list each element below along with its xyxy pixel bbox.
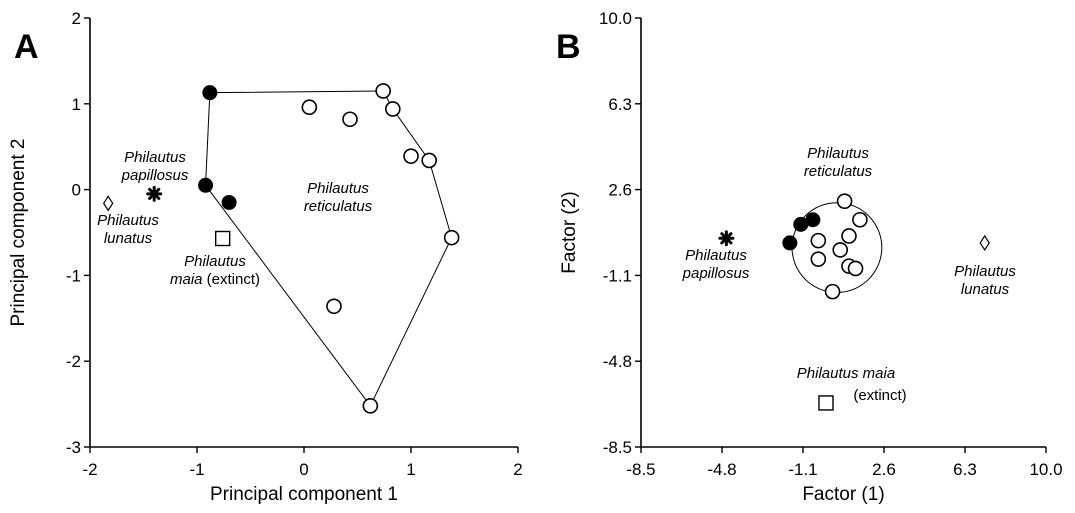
y-tick-label: -3 (66, 438, 81, 457)
panel-letter: B (556, 28, 581, 66)
species-label: papillosus (682, 265, 750, 282)
point-filled-circle (221, 194, 237, 210)
x-tick-label: 0 (299, 460, 308, 479)
asterisk-stroke (148, 187, 161, 200)
y-tick-label: -8.5 (603, 438, 632, 457)
point-open-circle (852, 211, 868, 228)
point-open-circle (841, 228, 857, 244)
x-tick-label: 6.3 (953, 460, 977, 479)
point-open-circle (836, 193, 853, 209)
point-filled-circle (782, 235, 798, 251)
point-open-circle (385, 101, 401, 117)
point-open-circle (832, 242, 849, 258)
x-tick-label: -8.5 (626, 460, 655, 479)
point-asterisk (718, 230, 735, 247)
species-label: Philautus (307, 180, 369, 197)
species-label-note: (extinct) (853, 387, 906, 404)
point-open-circle (301, 99, 318, 116)
panel-letter: A (14, 28, 39, 66)
species-label: Philautus (97, 212, 159, 229)
x-tick-label: 2 (513, 460, 522, 479)
point-open-diamond (102, 195, 114, 212)
y-tick-label: -2 (66, 352, 81, 371)
reticulatus-hull (205, 90, 453, 407)
point-open-circle (362, 398, 379, 414)
species-label: maia (extinct) (170, 271, 260, 288)
y-tick-label: 10.0 (599, 9, 632, 28)
point-open-circle (375, 83, 391, 99)
species-label: Philautus (124, 149, 186, 166)
x-tick-label: -2 (82, 460, 97, 479)
species-label: Philautus (184, 253, 246, 270)
point-filled-circle (202, 85, 218, 101)
species-label: lunatus (104, 230, 153, 247)
y-axis-label: Factor (2) (559, 191, 580, 273)
x-tick-label: 10.0 (1029, 460, 1062, 479)
species-label: Philautus (954, 263, 1016, 280)
x-tick-label: 2.6 (872, 460, 896, 479)
point-filled-circle (805, 212, 821, 228)
y-tick-label: 6.3 (608, 95, 632, 114)
x-tick-label: -1 (189, 460, 204, 479)
point-open-circle (824, 283, 841, 300)
y-tick-label: -4.8 (603, 352, 632, 371)
species-label: papillosus (121, 167, 189, 184)
point-open-square (214, 230, 231, 247)
y-tick-label: 2 (72, 9, 81, 28)
species-label: reticulatus (804, 163, 873, 180)
point-asterisk (146, 185, 163, 202)
x-axis-label: Principal component 1 (210, 484, 398, 505)
point-open-circle (810, 232, 827, 249)
species-label: Philautus (685, 247, 747, 264)
y-tick-label: -1 (66, 266, 81, 285)
x-tick-label: -1.1 (788, 460, 817, 479)
x-axis-label: Factor (1) (802, 484, 884, 505)
y-tick-label: 0 (72, 181, 81, 200)
point-open-circle (847, 260, 864, 277)
y-tick-label: -1.1 (603, 266, 632, 285)
species-label: Philautus maia (797, 365, 895, 382)
x-tick-label: 1 (406, 460, 415, 479)
y-tick-label: 2.6 (608, 181, 632, 200)
point-open-circle (810, 251, 827, 267)
point-open-circle (403, 148, 419, 164)
y-tick-label: 1 (72, 95, 81, 114)
species-label-note: (extinct) (207, 271, 260, 288)
point-open-circle (342, 111, 358, 128)
point-filled-circle (198, 177, 214, 193)
point-open-square (818, 395, 834, 411)
x-tick-label: -4.8 (707, 460, 736, 479)
species-label-name: maia (170, 271, 207, 288)
panel-b: B -8.5 -4.8 -1.1 2.6 6.3 10.0 -8.5 -4.8 -1.1 2.6 6.… (556, 9, 1063, 505)
species-label: Philautus (807, 145, 869, 162)
point-open-circle (421, 152, 437, 169)
point-open-circle (443, 229, 460, 246)
point-open-circle (326, 298, 342, 315)
species-label: reticulatus (304, 198, 373, 215)
y-axis-label: Principal component 2 (8, 139, 29, 327)
species-label: lunatus (961, 281, 1010, 298)
point-open-diamond (979, 234, 990, 252)
asterisk-stroke (720, 232, 733, 245)
